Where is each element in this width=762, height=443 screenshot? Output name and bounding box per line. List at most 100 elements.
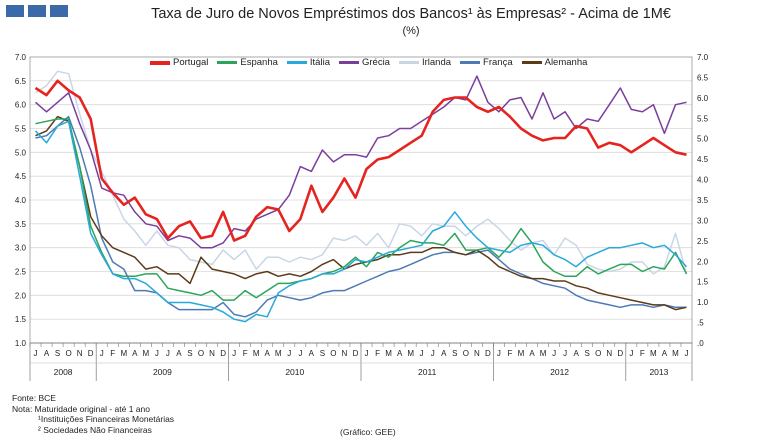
x-tick-label: N bbox=[606, 349, 612, 358]
legend-label: Grécia bbox=[361, 57, 390, 68]
legend-label: Alemanha bbox=[544, 57, 588, 68]
x-tick-label: J bbox=[431, 349, 435, 358]
legend-swatch bbox=[398, 61, 419, 64]
logo-block-2 bbox=[28, 5, 46, 17]
x-tick-label: A bbox=[573, 349, 579, 358]
y-tick-label-right: .5 bbox=[697, 319, 704, 328]
y-tick-label-right: 5.5 bbox=[697, 114, 709, 123]
y-tick-label-right: 3.0 bbox=[697, 216, 709, 225]
x-tick-label: M bbox=[407, 349, 414, 358]
x-tick-label: A bbox=[662, 349, 668, 358]
legend-item-alemanha: Alemanha bbox=[521, 57, 588, 68]
footnote-2: ² Sociedades Não Financeiras bbox=[38, 424, 152, 435]
y-tick-label-left: 1.5 bbox=[15, 315, 27, 324]
legend-item-irlanda: Irlanda bbox=[398, 57, 452, 68]
y-tick-label-left: 5.5 bbox=[15, 125, 27, 134]
x-tick-label: A bbox=[265, 349, 271, 358]
x-tick-label: D bbox=[353, 349, 359, 358]
x-tick-label: N bbox=[474, 349, 480, 358]
chart-title: Taxa de Juro de Novos Empréstimos dos Ba… bbox=[151, 6, 671, 22]
series-line-alemanha bbox=[35, 115, 687, 311]
y-tick-label-left: 4.5 bbox=[15, 172, 27, 181]
x-tick-label: S bbox=[320, 349, 325, 358]
x-tick-label: A bbox=[132, 349, 138, 358]
x-year-label: 2008 bbox=[54, 367, 73, 377]
x-tick-label: S bbox=[187, 349, 192, 358]
y-tick-label-left: 2.0 bbox=[15, 291, 27, 300]
x-tick-label: N bbox=[342, 349, 348, 358]
x-tick-label: A bbox=[309, 349, 315, 358]
y-tick-label-left: 3.0 bbox=[15, 244, 27, 253]
x-tick-label: J bbox=[563, 349, 567, 358]
x-tick-label: D bbox=[88, 349, 94, 358]
logo-block-3 bbox=[50, 5, 68, 17]
y-tick-label-right: 2.5 bbox=[697, 237, 709, 246]
x-tick-label: J bbox=[629, 349, 633, 358]
maturity-note: Nota: Maturidade original - até 1 ano bbox=[12, 403, 150, 414]
x-year-label: 2013 bbox=[649, 367, 668, 377]
x-tick-label: D bbox=[485, 349, 491, 358]
x-tick-label: F bbox=[110, 349, 115, 358]
x-tick-label: S bbox=[585, 349, 590, 358]
x-tick-label: J bbox=[100, 349, 104, 358]
y-tick-label-right: 6.5 bbox=[697, 73, 709, 82]
x-tick-label: A bbox=[44, 349, 50, 358]
x-tick-label: N bbox=[77, 349, 83, 358]
x-tick-label: D bbox=[617, 349, 623, 358]
legend-item-grecia: Grécia bbox=[338, 57, 390, 68]
x-tick-label: J bbox=[365, 349, 369, 358]
y-tick-label-left: 2.5 bbox=[15, 268, 27, 277]
y-tick-label-left: 5.0 bbox=[15, 148, 27, 157]
x-tick-label: O bbox=[330, 349, 336, 358]
y-tick-label-left: 4.0 bbox=[15, 196, 27, 205]
footnote-1: ¹Instituições Financeiras Monetárias bbox=[38, 414, 175, 424]
legend-swatch bbox=[521, 61, 542, 64]
x-tick-label: J bbox=[34, 349, 38, 358]
y-tick-label-right: 1.5 bbox=[697, 278, 709, 287]
series-line-irlanda bbox=[35, 70, 688, 275]
x-tick-label: M bbox=[120, 349, 127, 358]
y-tick-label-right: 6.0 bbox=[697, 94, 709, 103]
legend-item-franca: França bbox=[460, 57, 513, 68]
x-tick-label: A bbox=[441, 349, 447, 358]
x-tick-label: M bbox=[253, 349, 260, 358]
x-tick-label: J bbox=[298, 349, 302, 358]
x-tick-label: F bbox=[640, 349, 645, 358]
x-tick-label: J bbox=[552, 349, 556, 358]
legend-label: Portugal bbox=[173, 57, 209, 68]
y-tick-label-right: 7.0 bbox=[697, 53, 709, 62]
x-tick-label: O bbox=[595, 349, 601, 358]
x-tick-label: A bbox=[529, 349, 535, 358]
legend-label: Irlanda bbox=[421, 57, 452, 68]
x-tick-label: M bbox=[275, 349, 282, 358]
series-line-franca bbox=[35, 115, 687, 318]
y-tick-label-left: 3.5 bbox=[15, 220, 27, 229]
x-year-label: 2010 bbox=[285, 367, 304, 377]
x-tick-label: J bbox=[155, 349, 159, 358]
legend-item-espanha: Espanha bbox=[217, 57, 278, 68]
x-tick-label: J bbox=[420, 349, 424, 358]
x-tick-label: F bbox=[375, 349, 380, 358]
x-tick-label: A bbox=[397, 349, 403, 358]
y-tick-label-left: 1.0 bbox=[15, 339, 27, 348]
legend-swatch bbox=[217, 61, 238, 64]
y-tick-label-right: 4.5 bbox=[697, 155, 709, 164]
x-tick-label: F bbox=[243, 349, 248, 358]
chart-credit: (Gráfico: GEE) bbox=[340, 427, 396, 437]
series-line-italia bbox=[34, 120, 688, 323]
x-tick-label: S bbox=[55, 349, 60, 358]
y-tick-label-left: 6.5 bbox=[15, 77, 27, 86]
x-tick-label: M bbox=[385, 349, 392, 358]
x-tick-label: M bbox=[143, 349, 150, 358]
legend-label: Itália bbox=[309, 57, 330, 68]
x-tick-label: O bbox=[463, 349, 469, 358]
x-tick-label: J bbox=[287, 349, 291, 358]
x-tick-label: J bbox=[684, 349, 688, 358]
x-tick-label: M bbox=[650, 349, 657, 358]
x-tick-label: O bbox=[65, 349, 71, 358]
chart-subtitle: (%) bbox=[402, 25, 420, 37]
source-note: Fonte: BCE bbox=[12, 393, 56, 403]
legend-item-portugal: Portugal bbox=[150, 57, 208, 68]
x-tick-label: J bbox=[166, 349, 170, 358]
